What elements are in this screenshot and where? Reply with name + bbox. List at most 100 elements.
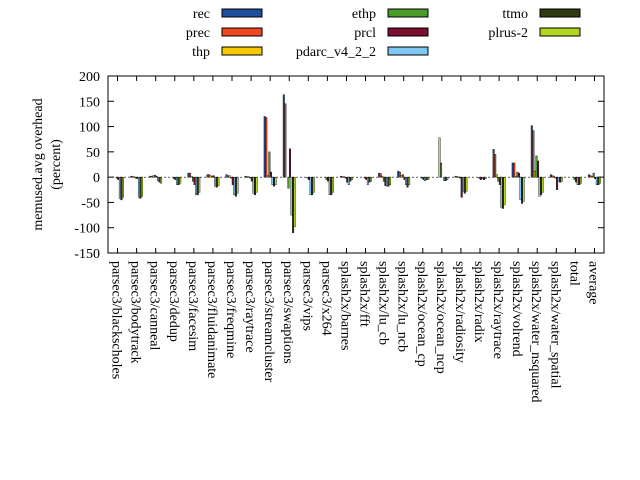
legend-label-7: ttmo [502, 7, 528, 22]
legend-label-3: thp [192, 45, 210, 60]
bar-plrus-2-22 [522, 176, 525, 202]
bar-ethp-3 [153, 174, 156, 178]
bar-prcl-15 [384, 176, 387, 186]
x-tick-label: splash2x/water_nsquared [528, 261, 543, 403]
bar-pdarc-v4-2-2-12 [328, 176, 331, 196]
bar-ttmo-12 [330, 176, 333, 196]
bar-plrus-2-13 [350, 176, 353, 180]
bar-ttmo-23 [540, 176, 543, 196]
bar-prcl-9 [269, 171, 272, 178]
bar-pdarc-v4-2-2-2 [137, 176, 140, 198]
bar-pdarc-v4-2-2-6 [214, 176, 217, 187]
x-tick-label: total [566, 261, 581, 286]
bar-pdarc-v4-2-2-22 [519, 176, 522, 201]
bar-pdarc-v4-2-2-9 [271, 176, 274, 185]
bar-prec-15 [379, 173, 382, 178]
bar-prcl-26 [594, 176, 597, 179]
legend-label-8: plrus-2 [488, 26, 528, 41]
bar-plrus-2-17 [427, 176, 430, 180]
bar-pdarc-v4-2-2-3 [157, 176, 159, 181]
plot-frame [107, 75, 605, 254]
bar-rec-8 [244, 175, 247, 178]
bar-pdarc-v4-2-2-17 [424, 176, 427, 181]
bar-ttmo-7 [234, 176, 237, 197]
bar-ttmo-17 [425, 176, 428, 180]
bar-ttmo-24 [559, 176, 562, 183]
bar-plrus-2-6 [217, 176, 220, 186]
bar-ethp-25 [573, 176, 576, 180]
y-axis-label-line: memused.avg overhead [31, 98, 46, 230]
y-axis-label: memused.avg overhead (percent) [31, 98, 64, 230]
legend-swatch-5 [387, 27, 429, 37]
bar-thp-3 [152, 175, 155, 178]
legend-label-2: prec [186, 26, 210, 41]
bar-pdarc-v4-2-2-26 [595, 176, 598, 185]
bar-ttmo-16 [406, 176, 409, 188]
y-tick-label: 200 [79, 70, 100, 85]
legend-label-5: prcl [354, 26, 376, 41]
bar-thp-15 [381, 175, 384, 178]
bar-plrus-2-24 [560, 176, 563, 182]
bar-prcl-1 [117, 176, 120, 180]
bar-pdarc-v4-2-2-4 [176, 176, 179, 185]
bar-ttmo-1 [120, 176, 123, 201]
x-tick-label: splash2x/volrend [509, 261, 524, 357]
legend-label-4: ethp [352, 7, 376, 22]
bar-pdarc-v4-2-2-10 [290, 176, 293, 216]
bar-thp-13 [343, 176, 346, 178]
bar-ethp-13 [344, 176, 347, 179]
bar-pdarc-v4-2-2-18 [443, 176, 446, 181]
bar-ttmo-8 [253, 176, 256, 196]
x-tick-label: parsec3/canneal [147, 261, 162, 350]
bar-prec-16 [398, 171, 401, 178]
legend: rec prec thp ethp prcl pdarc_v4_2_2 ttmo plrus-… [186, 7, 581, 60]
bar-ttmo-20 [482, 176, 485, 180]
bar-pdarc-v4-2-2-5 [195, 176, 198, 196]
bars [108, 94, 604, 233]
bar-thp-8 [247, 176, 250, 178]
bar-ethp-17 [421, 176, 423, 179]
x-tick-label: splash2x/radix [471, 261, 486, 343]
bar-plrus-2-4 [179, 176, 182, 184]
bar-pdarc-v4-2-2-25 [576, 176, 579, 185]
bar-ttmo-11 [311, 176, 314, 196]
bar-pdarc-v4-2-2-23 [538, 176, 541, 197]
legend-swatch-3 [221, 46, 263, 56]
bar-prcl-4 [174, 176, 177, 180]
bar-ttmo-25 [578, 176, 581, 185]
bar-plrus-2-11 [312, 176, 315, 193]
bar-prcl-7 [231, 176, 234, 185]
x-tick-label: parsec3/blackscholes [109, 261, 124, 379]
bar-pdarc-v4-2-2-1 [118, 176, 121, 199]
bar-prec-22 [513, 162, 516, 178]
bar-thp-9 [266, 175, 269, 178]
bar-prec-6 [208, 174, 211, 178]
bar-prcl-5 [193, 176, 196, 185]
bar-ethp-19 [459, 176, 462, 179]
bar-ethp-15 [382, 176, 385, 182]
bar-plrus-2-9 [274, 176, 277, 185]
bar-rec-2 [130, 175, 133, 178]
bar-plrus-2-20 [484, 176, 487, 179]
bar-plrus-2-19 [465, 176, 468, 192]
x-tick-label: parsec3/x264 [318, 261, 333, 336]
bar-prcl-24 [556, 176, 559, 190]
bar-ttmo-10 [292, 176, 295, 233]
bar-prcl-8 [250, 176, 253, 182]
bar-ethp-26 [592, 172, 595, 178]
bar-ttmo-5 [196, 176, 199, 196]
x-tick-label: splash2x/fft [357, 261, 372, 327]
bar-ttmo-9 [273, 176, 276, 187]
legend-label-1: rec [193, 7, 210, 22]
bar-prec-21 [494, 154, 497, 178]
y-axis: -150 -100 -50 0 50 100 150 200 [74, 70, 604, 262]
bar-thp-19 [457, 176, 460, 178]
bar-pdarc-v4-2-2-8 [252, 176, 255, 194]
bar-ethp-24 [554, 176, 557, 179]
legend-swatch-8 [539, 27, 581, 37]
bar-rec-9 [263, 116, 266, 178]
bar-prcl-23 [537, 160, 539, 178]
bar-rec-21 [492, 149, 495, 178]
bar-pdarc-v4-2-2-15 [385, 176, 388, 187]
